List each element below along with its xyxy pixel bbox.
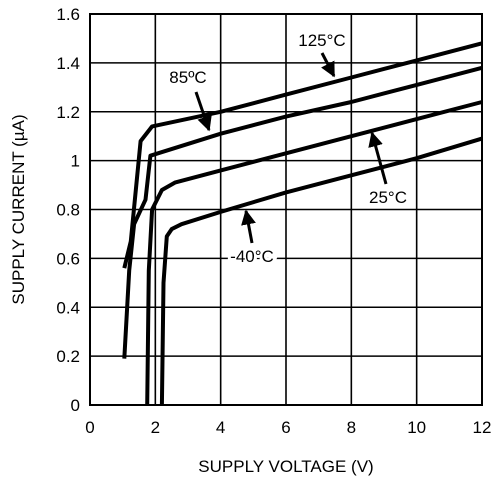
series-lines [122, 41, 483, 406]
y-tick-label: 1.4 [56, 54, 80, 73]
x-tick-label: 12 [473, 418, 492, 437]
y-tick-label: 0 [71, 396, 80, 415]
x-tick-label: 6 [281, 418, 290, 437]
grid [89, 13, 483, 406]
annotation-label: 125°C [298, 31, 345, 50]
x-tick-label: 0 [85, 418, 94, 437]
annotations: 125°C 85ºC 25°C -40°C [166, 28, 410, 269]
y-tick-label: 1.6 [56, 5, 80, 24]
x-tick-label: 2 [151, 418, 160, 437]
y-tick-label: 0.8 [56, 201, 80, 220]
y-tick-label: 1 [71, 152, 80, 171]
series-line [122, 41, 483, 269]
annotation-arrow [368, 131, 388, 185]
annotation-label: 25°C [369, 188, 407, 207]
x-tick-label: 8 [347, 418, 356, 437]
plot-frame [89, 13, 483, 406]
x-tick-labels: 0 2 4 6 8 10 12 [85, 418, 491, 437]
y-axis-label: SUPPLY CURRENT (µA) [9, 114, 28, 304]
y-tick-label: 0.2 [56, 347, 80, 366]
annotation-label: -40°C [230, 247, 274, 266]
y-tick-label: 0.6 [56, 249, 80, 268]
annotation-arrow [320, 52, 336, 78]
x-tick-label: 4 [216, 418, 225, 437]
y-tick-labels: 0 0.2 0.4 0.6 0.8 1 1.2 1.4 1.6 [56, 5, 80, 415]
x-axis-label: SUPPLY VOLTAGE (V) [198, 457, 373, 476]
y-tick-label: 1.2 [56, 103, 80, 122]
annotation-arrow [194, 91, 212, 132]
annotation-label: 85ºC [169, 68, 206, 87]
annotation-arrow [241, 209, 256, 244]
y-tick-label: 0.4 [56, 298, 80, 317]
x-tick-label: 10 [407, 418, 426, 437]
series-line [145, 100, 483, 406]
series-line [122, 65, 483, 359]
series-line [159, 136, 483, 406]
